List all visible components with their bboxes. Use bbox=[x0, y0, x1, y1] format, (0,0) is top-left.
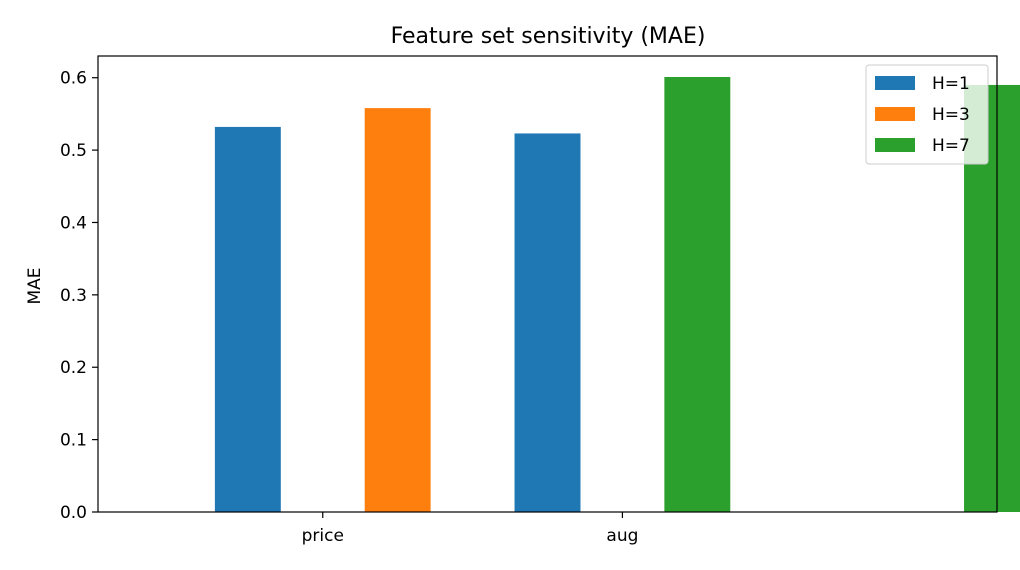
y-tick-label-6: 0.6 bbox=[60, 69, 87, 89]
legend-label-h3: H=3 bbox=[932, 105, 970, 125]
y-tick-label-4: 0.4 bbox=[60, 213, 87, 233]
legend-label-h7: H=7 bbox=[932, 136, 970, 156]
y-tick-label-1: 0.1 bbox=[60, 431, 87, 451]
y-tick-label-5: 0.5 bbox=[60, 141, 87, 161]
legend-swatch-h7 bbox=[875, 138, 915, 152]
legend: H=1 H=3 H=7 bbox=[865, 64, 989, 165]
y-tick-label-0: 0.0 bbox=[60, 503, 87, 523]
chart-title: Feature set sensitivity (MAE) bbox=[391, 24, 706, 49]
bars-layer bbox=[214, 76, 1020, 513]
legend-swatch-h3 bbox=[875, 107, 915, 121]
legend-swatch-h1 bbox=[875, 76, 915, 90]
axes-layer: 0.0 0.1 0.2 0.3 0.4 0.5 0.6 price aug bbox=[60, 55, 998, 546]
bar-h3-0 bbox=[364, 108, 431, 513]
x-tick-label-1: aug bbox=[606, 526, 638, 546]
bar-h7-0 bbox=[664, 76, 731, 513]
bar-h1-1 bbox=[514, 133, 581, 512]
bar-h1-0 bbox=[214, 126, 281, 513]
plot-frame bbox=[97, 55, 998, 513]
legend-label-h1: H=1 bbox=[932, 74, 970, 94]
y-tick-label-2: 0.2 bbox=[60, 358, 87, 378]
y-tick-label-3: 0.3 bbox=[60, 286, 87, 306]
x-tick-label-0: price bbox=[302, 526, 344, 546]
y-axis-label: MAE bbox=[25, 267, 45, 304]
